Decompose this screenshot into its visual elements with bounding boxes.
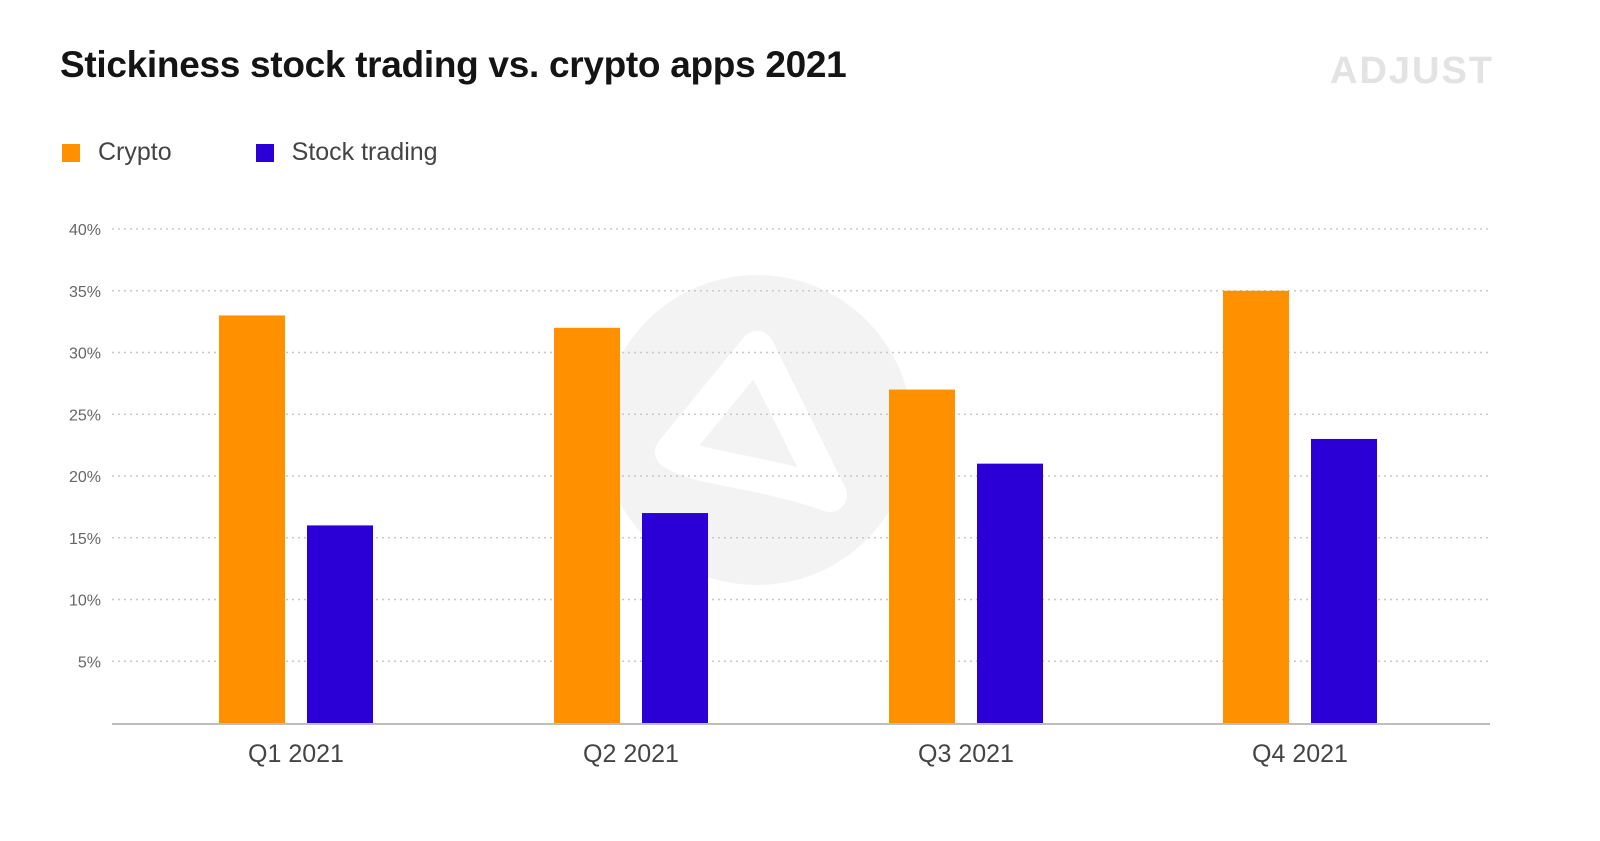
legend-swatch-stock-trading bbox=[255, 143, 274, 162]
y-tick-label: 30% bbox=[69, 346, 101, 363]
y-tick-label: 20% bbox=[69, 469, 101, 486]
legend-label-stock-trading: Stock trading bbox=[291, 138, 438, 166]
bar-crypto-q2 bbox=[554, 327, 620, 723]
chart-legend: Crypto Stock trading bbox=[62, 138, 522, 167]
y-tick-label: 15% bbox=[69, 531, 101, 548]
bar-stock-trading-q2 bbox=[642, 513, 708, 723]
x-category-label: Q3 2021 bbox=[918, 740, 1014, 768]
bar-crypto-q1 bbox=[219, 315, 285, 723]
watermark-logo-icon bbox=[602, 275, 912, 585]
y-tick-label: 35% bbox=[69, 284, 101, 301]
x-category-label: Q2 2021 bbox=[583, 740, 679, 768]
x-category-label: Q1 2021 bbox=[248, 740, 344, 768]
legend-label-crypto: Crypto bbox=[98, 138, 172, 166]
legend-swatch-crypto bbox=[62, 143, 80, 162]
y-tick-label: 5% bbox=[78, 654, 101, 671]
y-tick-label: 10% bbox=[69, 593, 101, 610]
legend-item-stock-trading: Stock trading bbox=[255, 138, 438, 167]
bar-stock-trading-q4 bbox=[1311, 438, 1377, 723]
y-tick-label: 25% bbox=[69, 407, 101, 424]
bar-crypto-q3 bbox=[889, 389, 955, 723]
bar-crypto-q4 bbox=[1223, 290, 1289, 723]
x-category-label: Q4 2021 bbox=[1252, 740, 1348, 768]
adjust-logo: ADJUST bbox=[1330, 50, 1495, 92]
bar-stock-trading-q3 bbox=[977, 463, 1043, 723]
y-tick-label: 40% bbox=[69, 222, 101, 239]
watermark-mark bbox=[655, 331, 847, 512]
bar-stock-trading-q1 bbox=[307, 525, 373, 723]
chart-title: Stickiness stock trading vs. crypto apps… bbox=[60, 44, 847, 85]
legend-item-crypto: Crypto bbox=[62, 138, 172, 167]
